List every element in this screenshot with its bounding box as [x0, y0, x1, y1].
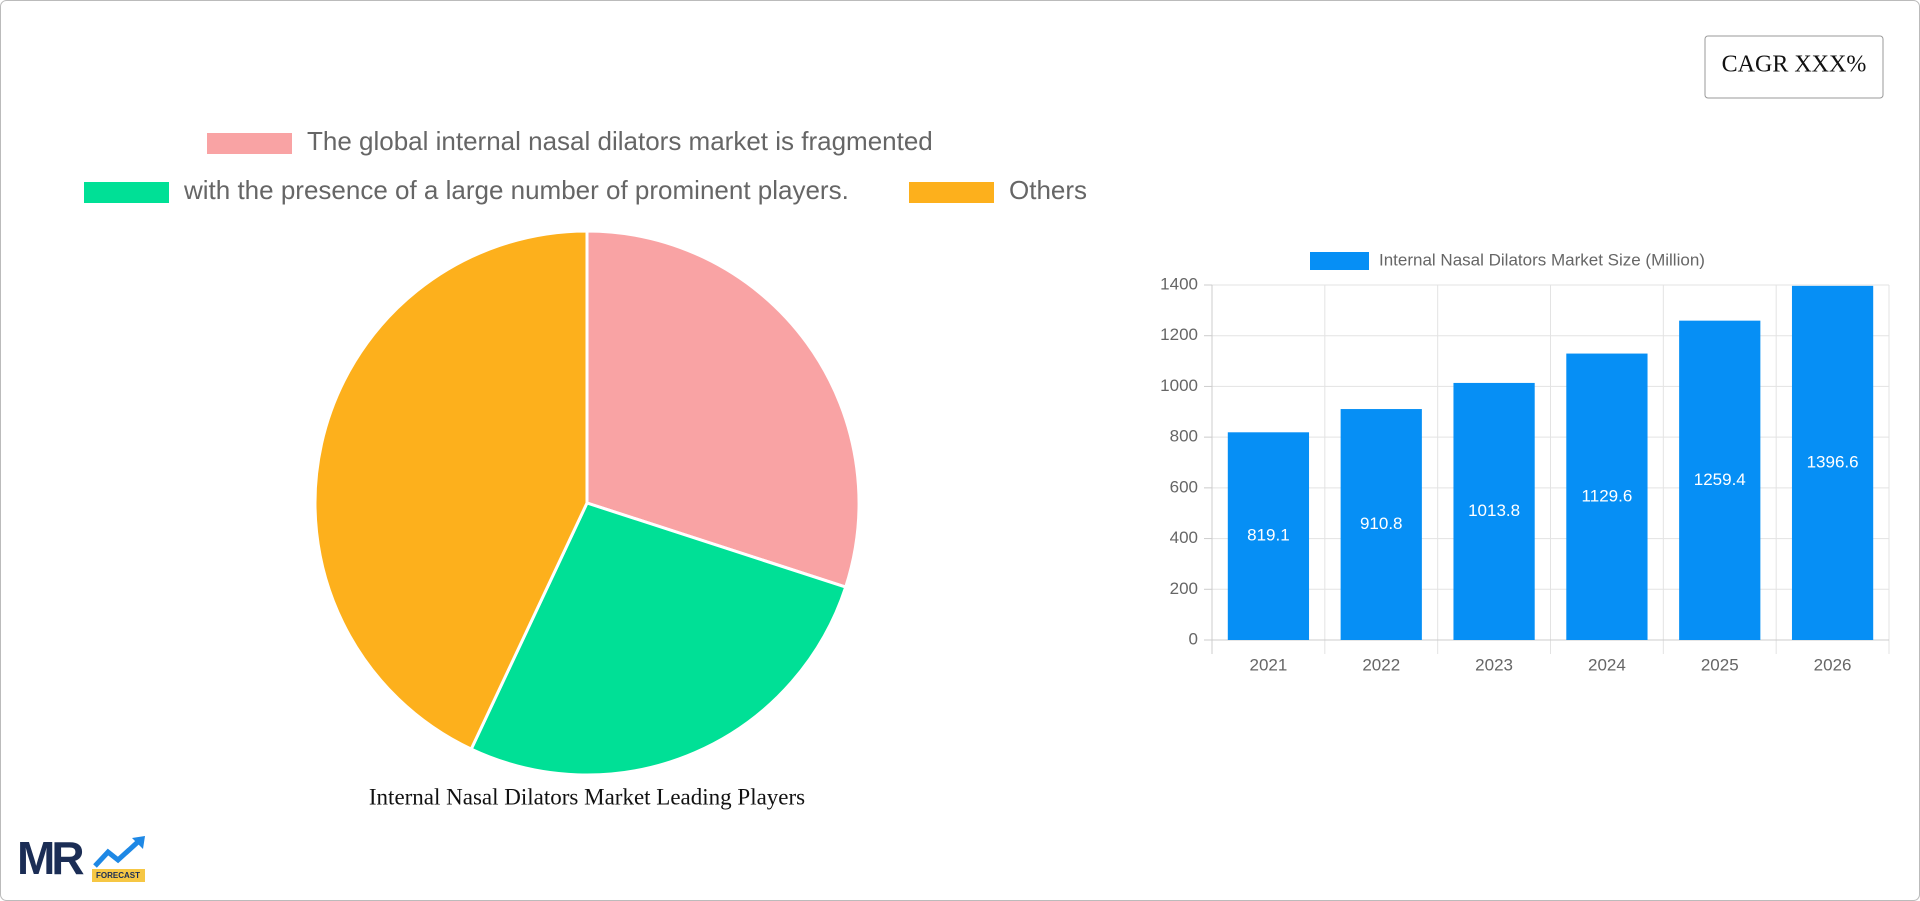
bar — [1340, 409, 1422, 640]
x-tick-label: 2023 — [1475, 655, 1513, 674]
legend-swatch — [909, 182, 994, 203]
y-tick-label: 800 — [1170, 427, 1198, 446]
legend-label: Others — [1009, 175, 1087, 205]
logo-arrowhead — [132, 836, 145, 849]
y-tick-label: 200 — [1170, 579, 1198, 598]
legend-label: The global internal nasal dilators marke… — [307, 126, 933, 156]
x-tick-label: 2025 — [1701, 655, 1739, 674]
x-tick-label: 2024 — [1588, 655, 1626, 674]
bar-value-label: 1396.6 — [1807, 452, 1859, 471]
legend-label: with the presence of a large number of p… — [183, 175, 849, 205]
logo-arrow — [93, 838, 142, 868]
legend-label: Internal Nasal Dilators Market Size (Mil… — [1379, 250, 1705, 269]
bar-value-label: 1013.8 — [1468, 501, 1520, 520]
bar-value-label: 1129.6 — [1582, 486, 1633, 505]
pie-slice — [469, 501, 848, 777]
y-tick-label: 1200 — [1160, 325, 1198, 344]
bar — [1791, 285, 1874, 640]
x-tick-label: 2026 — [1814, 655, 1852, 674]
legend-swatch — [84, 182, 169, 203]
bar — [1453, 382, 1535, 640]
bar-value-label: 819.1 — [1247, 526, 1290, 545]
pie-title: Internal Nasal Dilators Market Leading P… — [369, 784, 805, 809]
bar — [1679, 320, 1761, 640]
y-tick-label: 1000 — [1160, 376, 1198, 395]
legend-swatch — [207, 133, 292, 154]
logo: MR FORECAST — [17, 832, 145, 884]
y-tick-label: 0 — [1189, 629, 1198, 648]
bar — [1227, 432, 1310, 640]
y-tick-label: 400 — [1170, 528, 1198, 547]
pie-slice — [313, 229, 589, 752]
y-tick-label: 1400 — [1160, 274, 1198, 293]
pie-slice — [585, 229, 861, 589]
bar-value-label: 910.8 — [1360, 514, 1403, 533]
y-tick-label: 600 — [1170, 477, 1198, 496]
cagr-box — [1704, 35, 1884, 99]
logo-tag-bg — [92, 869, 145, 882]
bar-value-label: 1259.4 — [1694, 470, 1746, 489]
x-tick-label: 2022 — [1362, 655, 1400, 674]
logo-mark: MR — [17, 832, 84, 884]
legend-swatch — [1310, 252, 1369, 270]
cagr-text: CAGR XXX% — [1722, 52, 1867, 78]
logo-tag: FORECAST — [96, 871, 140, 880]
x-tick-label: 2021 — [1250, 655, 1288, 674]
bar — [1566, 353, 1648, 640]
